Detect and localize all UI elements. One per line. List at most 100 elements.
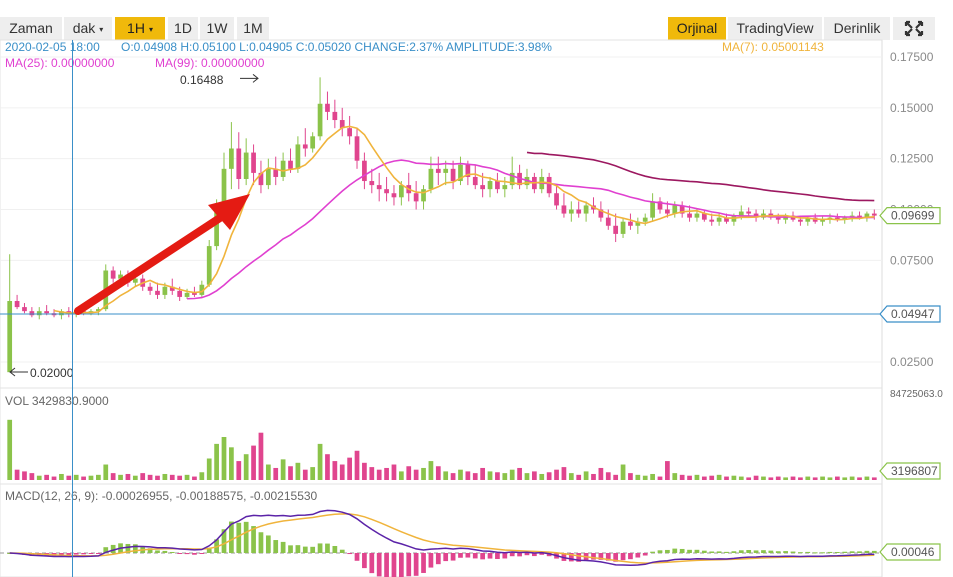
- ohlc-readout: O:0.04908 H:0.05100 L:0.04905 C:0.05020 …: [121, 40, 552, 54]
- macd-histogram-bar: [406, 553, 412, 577]
- macd-histogram-bar: [199, 553, 205, 554]
- time-mode-button[interactable]: Zaman: [0, 17, 62, 40]
- macd-histogram-bar: [591, 553, 596, 560]
- volume-bar: [199, 472, 205, 480]
- volume-bar: [369, 467, 375, 480]
- macd-histogram-bar: [738, 550, 744, 553]
- volume-bar: [184, 474, 190, 480]
- volume-bar: [14, 469, 20, 480]
- macd-histogram-bar: [73, 553, 79, 555]
- macd-tag: [879, 543, 941, 561]
- view-tradingview-tab[interactable]: TradingView: [728, 17, 822, 40]
- candle-body: [347, 128, 352, 137]
- volume-bar: [413, 469, 419, 480]
- interval-1d-button[interactable]: 1D: [168, 17, 198, 40]
- macd-histogram-bar: [169, 551, 175, 553]
- volume-bar: [657, 476, 663, 480]
- macd-histogram-bar: [857, 551, 862, 553]
- volume-bar: [317, 443, 323, 480]
- macd-histogram-bar: [834, 551, 840, 553]
- macd-histogram-bar: [317, 543, 323, 553]
- macd-histogram-bar: [177, 553, 183, 554]
- macd-tag-label: 0.00046: [891, 545, 935, 559]
- candle-body: [613, 225, 619, 234]
- candle-body: [502, 185, 508, 190]
- interval-1h-dropdown[interactable]: 1H ▾: [115, 17, 165, 40]
- volume-bar: [628, 473, 633, 480]
- candle-body: [391, 193, 397, 198]
- volume-bar: [775, 476, 781, 480]
- candle-body: [280, 160, 286, 177]
- volume-bar: [687, 475, 692, 480]
- macd-histogram-bar: [465, 553, 471, 558]
- fullscreen-button[interactable]: [893, 17, 935, 40]
- high-arrow-icon: [240, 73, 259, 83]
- price-tick-label: 0.17500: [890, 50, 934, 64]
- volume-bar: [236, 461, 242, 480]
- macd-histogram-bar: [509, 553, 515, 557]
- chevron-down-icon: ▾: [99, 24, 104, 34]
- macd-signal-line: [9, 513, 875, 564]
- candle-body: [465, 164, 471, 177]
- candle-body: [487, 181, 493, 190]
- view-depth-tab[interactable]: Derinlik: [824, 17, 890, 40]
- volume-bar: [36, 475, 42, 480]
- volume-bar: [650, 473, 655, 480]
- macd-histogram-bar: [517, 553, 522, 557]
- candle-body: [302, 144, 308, 149]
- candle-body: [162, 286, 168, 295]
- candle-body: [716, 217, 722, 222]
- volume-bar: [731, 475, 737, 480]
- ma7-readout: MA(7): 0.05001143: [722, 40, 824, 54]
- fullscreen-icon: [904, 20, 924, 37]
- volume-bar: [325, 454, 330, 480]
- volume-bar: [864, 476, 870, 480]
- volume-bar: [827, 477, 833, 480]
- macd-histogram-bar: [753, 550, 759, 553]
- candle-body: [628, 221, 633, 226]
- macd-histogram-bar: [265, 535, 271, 553]
- macd-histogram-bar: [679, 548, 685, 553]
- candle-body: [568, 209, 574, 214]
- macd-histogram-bar: [628, 553, 633, 560]
- volume-bar: [834, 476, 840, 480]
- macd-histogram-bar: [155, 550, 160, 553]
- candle-body: [650, 201, 655, 218]
- macd-histogram-bar: [546, 553, 552, 557]
- volume-bar: [177, 475, 183, 480]
- volume-bar: [435, 466, 441, 480]
- volume-bar: [347, 457, 352, 480]
- macd-histogram-bar: [576, 553, 582, 562]
- macd-histogram-bar: [635, 553, 641, 558]
- candle-body: [376, 185, 382, 190]
- candle-body: [561, 205, 567, 214]
- volume-bar: [591, 473, 596, 480]
- candle-body: [288, 160, 293, 169]
- price-tag-label: 0.09699: [891, 209, 935, 223]
- trend-arrow-head: [208, 194, 250, 230]
- macd-histogram-bar: [376, 553, 382, 577]
- view-original-tab[interactable]: Orjinal: [668, 17, 726, 40]
- candle-body: [775, 217, 781, 220]
- interval-1w-button[interactable]: 1W: [200, 17, 234, 40]
- macd-histogram-bar: [125, 543, 131, 553]
- interval-minutes-dropdown[interactable]: dak ▾: [64, 17, 112, 40]
- candle-body: [243, 152, 249, 179]
- volume-bar: [805, 476, 811, 480]
- volume-bar: [265, 464, 271, 480]
- ma25-line: [187, 159, 875, 300]
- volume-bar: [81, 476, 86, 480]
- macd-histogram-bar: [783, 551, 788, 553]
- candle-body: [206, 246, 212, 285]
- interval-1m-button[interactable]: 1M: [237, 17, 269, 40]
- candle-body: [435, 168, 441, 173]
- macd-histogram-bar: [362, 553, 367, 569]
- volume-bar: [214, 443, 219, 480]
- interval-1h-label: 1H: [127, 20, 145, 36]
- volume-bar: [295, 462, 301, 480]
- volume-bar: [406, 466, 412, 480]
- macd-histogram-bar: [288, 545, 293, 553]
- volume-bar: [280, 459, 286, 480]
- volume-bar: [701, 476, 707, 480]
